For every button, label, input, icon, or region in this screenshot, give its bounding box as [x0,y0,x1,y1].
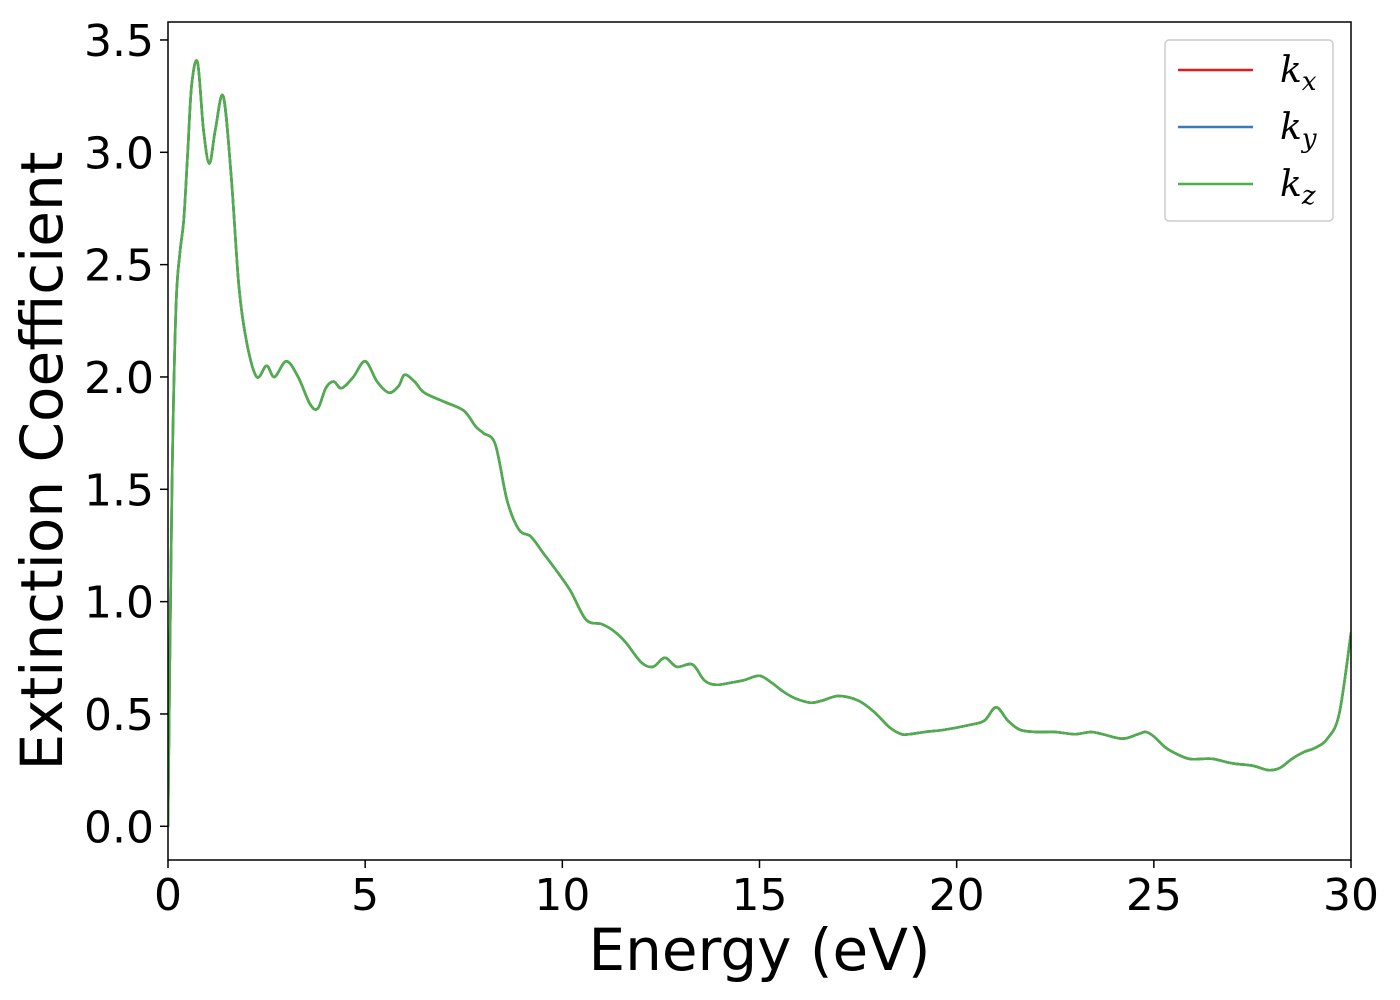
x-tick-label: 0 [154,870,182,921]
y-tick-label: 0.5 [84,690,154,741]
y-tick-label: 1.5 [84,465,154,516]
x-tick-label: 15 [732,870,788,921]
y-axis-label: Extinction Coefficient [8,152,76,771]
y-axis-ticks: 0.0 0.5 1.0 1.5 2.0 2.5 3.0 3.5 [84,16,168,853]
x-axis-label: Energy (eV) [588,916,930,984]
x-tick-label: 10 [534,870,590,921]
legend-label-kx: kx [1280,50,1317,97]
x-tick-label: 30 [1323,870,1379,921]
x-tick-label: 20 [929,870,985,921]
plot-frame [167,21,1352,861]
y-tick-label: 3.5 [84,16,154,67]
x-tick-label: 5 [351,870,379,921]
series-line-kz [168,59,1351,828]
legend-box [1164,39,1334,222]
series-layer [168,59,1351,828]
y-tick-label: 0.0 [84,802,154,853]
y-tick-label: 2.5 [84,241,154,292]
y-tick-label: 3.0 [84,128,154,179]
legend: kx ky kz [1164,39,1334,222]
x-axis-ticks: 0 5 10 15 20 25 30 [154,860,1379,921]
y-tick-label: 1.0 [84,578,154,629]
x-tick-label: 25 [1126,870,1182,921]
y-tick-label: 2.0 [84,353,154,404]
legend-label-ky: ky [1280,107,1317,154]
legend-label-kz: kz [1280,164,1316,211]
